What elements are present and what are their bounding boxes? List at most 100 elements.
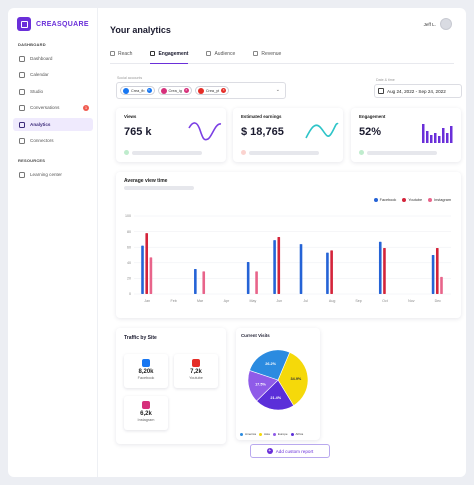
- page-title: Your analytics: [110, 25, 171, 35]
- sidebar-item-analytics[interactable]: Analytics: [13, 118, 93, 131]
- card-title: Traffic by Site: [124, 335, 157, 341]
- sidebar: CREASQUARE DASHBOARD Dashboard Calendar …: [8, 8, 98, 477]
- tab-label: Audience: [214, 51, 236, 57]
- legend-label: Facebook: [379, 198, 397, 202]
- kpi-footer: [359, 150, 439, 155]
- bar-youtube[interactable]: [277, 237, 281, 294]
- legend-dot: [373, 198, 378, 202]
- legend-item-facebook[interactable]: Facebook: [373, 198, 397, 202]
- pie-legend-asia: Asia: [259, 432, 270, 436]
- youtube-icon: [197, 87, 204, 94]
- revenue-icon: [253, 51, 259, 56]
- sidebar-item-label: Learning center: [30, 172, 62, 177]
- add-custom-report-button[interactable]: + Add custom report: [250, 444, 330, 458]
- brand-logo[interactable]: CREASQUARE: [17, 17, 89, 31]
- date-range-picker[interactable]: Aug 24, 2022 - Sep 24, 2022: [374, 84, 462, 98]
- logo-icon: [17, 17, 31, 31]
- audience-icon: [206, 51, 212, 56]
- chevron-down-icon[interactable]: ⌄: [275, 87, 280, 93]
- chart-legend: Facebook Youtube Instagram: [373, 198, 451, 202]
- bar-youtube[interactable]: [383, 247, 386, 294]
- account-chip-facebook[interactable]: Crea_fb ×: [120, 86, 155, 95]
- engagement-icon: [150, 51, 156, 56]
- legend-item-instagram[interactable]: Instagram: [428, 198, 451, 202]
- average-view-time-card: Average view time Facebook Youtube Insta…: [116, 172, 461, 318]
- remove-icon[interactable]: ×: [146, 88, 152, 93]
- legend-label: Youtube: [408, 198, 423, 202]
- site-tile-facebook[interactable]: 8,20k Facebook: [124, 354, 168, 388]
- bar-facebook[interactable]: [326, 252, 329, 294]
- site-name: Instagram: [137, 418, 155, 422]
- earnings-sparkline: [305, 122, 339, 139]
- kpi-value: $ 18,765: [241, 126, 284, 138]
- sidebar-item-calendar[interactable]: Calendar: [13, 68, 93, 81]
- tab-engagement[interactable]: Engagement: [150, 46, 189, 64]
- kpi-card-engagement[interactable]: Engagement 52%: [351, 108, 461, 162]
- chip-label: Crea_yt: [205, 88, 220, 93]
- chart-title: Average view time: [124, 178, 168, 184]
- account-chip-instagram[interactable]: Crea_ig ×: [157, 86, 192, 95]
- button-label: Add custom report: [275, 448, 314, 454]
- chip-label: Crea_ig: [168, 88, 182, 93]
- placeholder-bar: [132, 150, 202, 155]
- tab-revenue[interactable]: Revenue: [253, 46, 281, 64]
- bar-instagram[interactable]: [149, 257, 153, 294]
- kpi-value: 52%: [359, 126, 382, 138]
- tab-reach[interactable]: Reach: [110, 46, 132, 64]
- remove-icon[interactable]: ×: [221, 88, 227, 93]
- bar-facebook[interactable]: [194, 269, 197, 294]
- engagement-minibars: [422, 124, 453, 143]
- bar-facebook[interactable]: [378, 241, 382, 294]
- accounts-select[interactable]: Crea_fb × Crea_ig × Crea_yt × ⌄: [116, 82, 286, 99]
- bar-instagram[interactable]: [440, 276, 443, 294]
- sidebar-item-learning-center[interactable]: Learning center: [13, 168, 93, 181]
- tab-audience[interactable]: Audience: [206, 46, 235, 64]
- traffic-by-site-card: Traffic by Site 8,20k Facebook 7,2k Yout…: [116, 328, 226, 444]
- facebook-icon: [123, 87, 129, 94]
- user-menu[interactable]: Jeff L.: [424, 18, 452, 30]
- pie-label: 17.5%: [255, 382, 266, 386]
- pie-slice-africa[interactable]: [256, 379, 295, 411]
- bar-youtube[interactable]: [145, 233, 149, 294]
- pie-slice-america[interactable]: [249, 349, 291, 381]
- y-tick-label: 40: [127, 261, 131, 265]
- x-tick-label: Apr: [224, 299, 230, 303]
- site-tile-instagram[interactable]: 6,2k Instagram: [124, 396, 168, 430]
- bar-facebook[interactable]: [246, 262, 250, 294]
- bar-instagram[interactable]: [255, 271, 258, 294]
- bar-youtube[interactable]: [435, 247, 439, 294]
- learning-icon: [19, 171, 25, 178]
- remove-icon[interactable]: ×: [183, 88, 189, 93]
- sidebar-item-conversations[interactable]: Conversations 1: [13, 101, 93, 114]
- user-name: Jeff L.: [423, 21, 436, 27]
- bar-facebook[interactable]: [299, 244, 303, 294]
- bar-youtube[interactable]: [330, 250, 333, 294]
- bar-facebook[interactable]: [273, 240, 276, 294]
- kpi-card-views[interactable]: Views 765 k: [116, 108, 226, 162]
- resources-section-label: RESOURCES: [18, 158, 46, 163]
- pie-label: 34.9%: [291, 377, 302, 381]
- kpi-card-earnings[interactable]: Estimated earnings $ 18,765: [233, 108, 343, 162]
- pie-legend-america: America: [240, 432, 256, 436]
- tab-label: Reach: [118, 51, 133, 57]
- bar-facebook[interactable]: [141, 245, 144, 294]
- account-chip-youtube[interactable]: Crea_yt ×: [194, 86, 230, 95]
- bar-facebook[interactable]: [431, 255, 435, 294]
- brand-name: CREASQUARE: [36, 20, 89, 28]
- bar-chart: 0 20 40 60 80 100 Jan Feb Mar Apr May Jun Jul Aug Sep O…: [125, 214, 451, 303]
- legend-label: Europe: [277, 432, 288, 436]
- kpi-title: Estimated earnings: [241, 114, 282, 119]
- sidebar-item-studio[interactable]: Studio: [13, 85, 93, 98]
- sidebar-item-dashboard[interactable]: Dashboard: [13, 52, 93, 65]
- site-name: Facebook: [137, 376, 155, 380]
- kpi-footer: [241, 150, 321, 155]
- trend-down-icon: [241, 150, 246, 155]
- pie-slice-asia[interactable]: [277, 351, 309, 407]
- legend-item-youtube[interactable]: Youtube: [402, 198, 422, 202]
- sidebar-item-connectors[interactable]: Connectors: [13, 134, 93, 147]
- site-tile-youtube[interactable]: 7,2k Youtube: [174, 354, 218, 388]
- pie-legend-africa: Africa: [290, 432, 303, 436]
- bar-instagram[interactable]: [202, 271, 206, 294]
- sidebar-item-label: Calendar: [30, 72, 49, 77]
- sidebar-item-label: Analytics: [30, 122, 51, 127]
